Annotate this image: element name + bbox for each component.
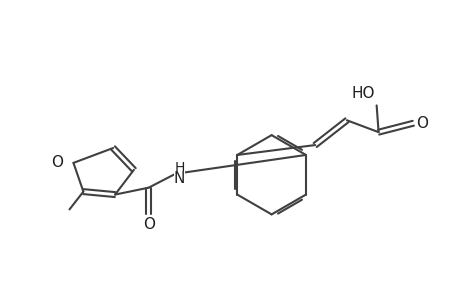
Text: N: N [174, 171, 185, 186]
Text: O: O [415, 116, 427, 131]
Text: HO: HO [350, 86, 374, 101]
Text: O: O [142, 217, 154, 232]
Text: H: H [174, 161, 184, 175]
Text: O: O [51, 155, 63, 170]
